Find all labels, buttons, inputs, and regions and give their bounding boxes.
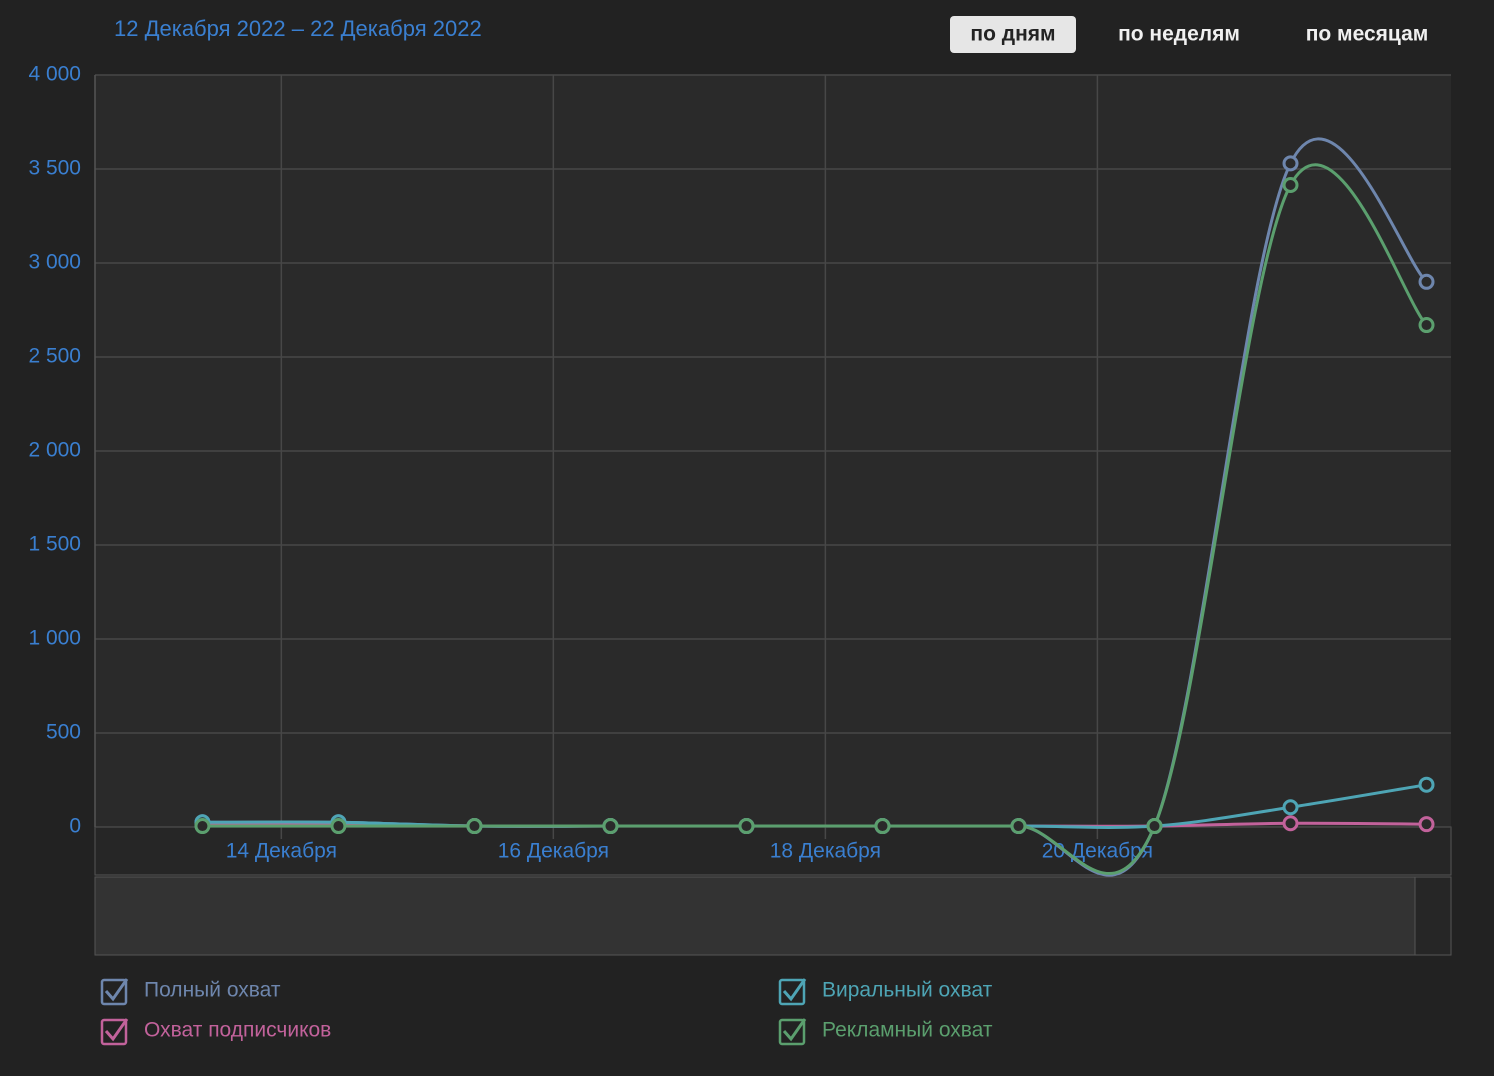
- x-tick-label: 14 Декабря: [226, 840, 337, 863]
- legend-check: [104, 978, 129, 1002]
- point: [738, 818, 755, 835]
- legend-label: Рекламный охват: [822, 1019, 993, 1042]
- navigator-edge: [1414, 876, 1452, 956]
- navigator: [94, 876, 1416, 956]
- legend-label: Охват подписчиков: [144, 1019, 331, 1042]
- button-bg[interactable]: [950, 16, 1076, 53]
- point: [1282, 155, 1299, 172]
- point: [1418, 776, 1435, 793]
- x-tick-label: 16 Декабря: [498, 840, 609, 863]
- point: [1282, 799, 1299, 816]
- point: [1418, 317, 1435, 334]
- legend-label: Полный охват: [144, 979, 281, 1002]
- legend-item[interactable]: Виральный охват: [778, 978, 993, 1006]
- legend-label: Виральный охват: [822, 979, 993, 1002]
- button[interactable]: по дням: [970, 23, 1055, 46]
- point: [1146, 818, 1163, 835]
- legend-check: [782, 1018, 807, 1042]
- legend-item[interactable]: Полный охват: [100, 978, 281, 1006]
- point: [1010, 818, 1027, 835]
- y-tick-label: 4 000: [28, 63, 81, 86]
- y-tick-label: 3 500: [28, 157, 81, 180]
- legend-checkbox[interactable]: [100, 978, 128, 1006]
- y-tick-label: 1 000: [28, 627, 81, 650]
- y-tick-label: 0: [69, 815, 81, 838]
- date-range: 12 Декабря 2022 – 22 Декабря 2022: [114, 16, 482, 41]
- point: [1282, 815, 1299, 832]
- x-tick-label: 18 Декабря: [770, 840, 881, 863]
- y-tick-label: 500: [46, 721, 81, 744]
- legend-check: [104, 1018, 129, 1042]
- point: [1418, 273, 1435, 290]
- button[interactable]: по месяцам: [1306, 23, 1429, 46]
- y-tick-label: 3 000: [28, 251, 81, 274]
- x-axis-band: [94, 826, 1452, 876]
- legend-checkbox[interactable]: [100, 1018, 128, 1046]
- series-line: [202, 163, 1428, 875]
- y-tick-label: 1 500: [28, 533, 81, 556]
- point: [194, 818, 211, 835]
- legend-check: [782, 978, 807, 1002]
- point: [874, 818, 891, 835]
- legend-checkbox[interactable]: [778, 978, 806, 1006]
- button[interactable]: по неделям: [1118, 23, 1240, 46]
- legend-item[interactable]: Охват подписчиков: [100, 1018, 331, 1046]
- point: [1418, 816, 1435, 833]
- point: [602, 818, 619, 835]
- legend-item[interactable]: Рекламный охват: [778, 1018, 993, 1046]
- y-tick-label: 2 500: [28, 345, 81, 368]
- point: [466, 818, 483, 835]
- legend-checkbox[interactable]: [778, 1018, 806, 1046]
- y-tick-label: 2 000: [28, 439, 81, 462]
- point: [330, 818, 347, 835]
- point: [1282, 176, 1299, 193]
